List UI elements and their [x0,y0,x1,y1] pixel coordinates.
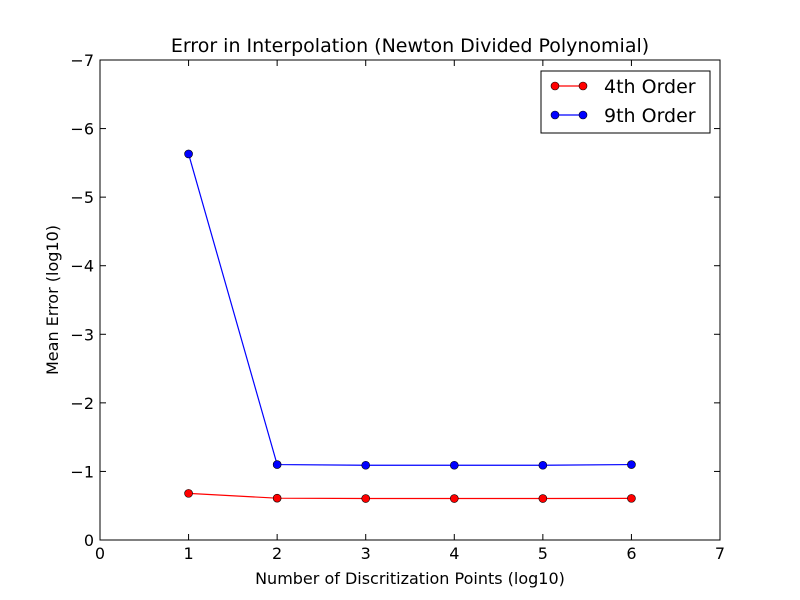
series-layer [184,149,636,503]
x-tick-label: 2 [272,544,282,563]
x-tick-label: 3 [361,544,371,563]
x-tick-label: 4 [449,544,459,563]
y-axis-label: Mean Error (log10) [43,225,62,375]
legend-marker-9th-order [578,110,588,120]
legend-marker-9th-order [550,110,560,120]
chart-title: Error in Interpolation (Newton Divided P… [171,35,649,57]
data-point-9th-order [538,460,548,470]
y-tick-label: −7 [70,51,94,70]
legend-marker-4th-order [550,81,560,91]
axis-ticks: 0 1 2 3 4 5 6 7 0 −1 −2 −3 −4 −5 −6 −7 [70,51,725,563]
y-tick-label: −4 [70,257,94,276]
legend: 4th Order 9th Order [540,70,711,134]
legend-label-9th-order: 9th Order [604,105,696,127]
x-tick-label: 5 [538,544,548,563]
legend-label-4th-order: 4th Order [604,76,696,98]
y-tick-label: 0 [84,531,94,550]
y-tick-label: −1 [70,462,94,481]
x-tick-label: 0 [95,544,105,563]
data-point-4th-order [184,489,193,498]
data-point-4th-order [538,494,548,503]
data-point-9th-order [627,460,636,469]
data-point-9th-order [184,149,193,159]
data-point-9th-order [361,460,371,470]
data-point-9th-order [272,460,282,469]
series-line-4th-order [188,492,632,500]
data-point-4th-order [361,494,371,503]
data-point-4th-order [272,493,282,503]
x-tick-label: 6 [626,544,636,563]
y-tick-label: −5 [70,188,94,207]
x-tick-label: 7 [715,544,725,563]
data-point-4th-order [627,494,636,503]
y-tick-label: −2 [70,394,94,413]
series-line-9th-order [187,153,632,466]
y-tick-label: −3 [70,325,94,344]
x-axis-label: Number of Discritization Points (log10) [255,569,565,588]
x-tick-label: 1 [183,544,193,563]
y-tick-label: −6 [70,120,94,139]
legend-box [540,70,711,134]
data-point-9th-order [449,460,459,470]
plot-frame [99,59,721,541]
legend-marker-4th-order [578,81,588,91]
data-point-4th-order [449,494,459,503]
